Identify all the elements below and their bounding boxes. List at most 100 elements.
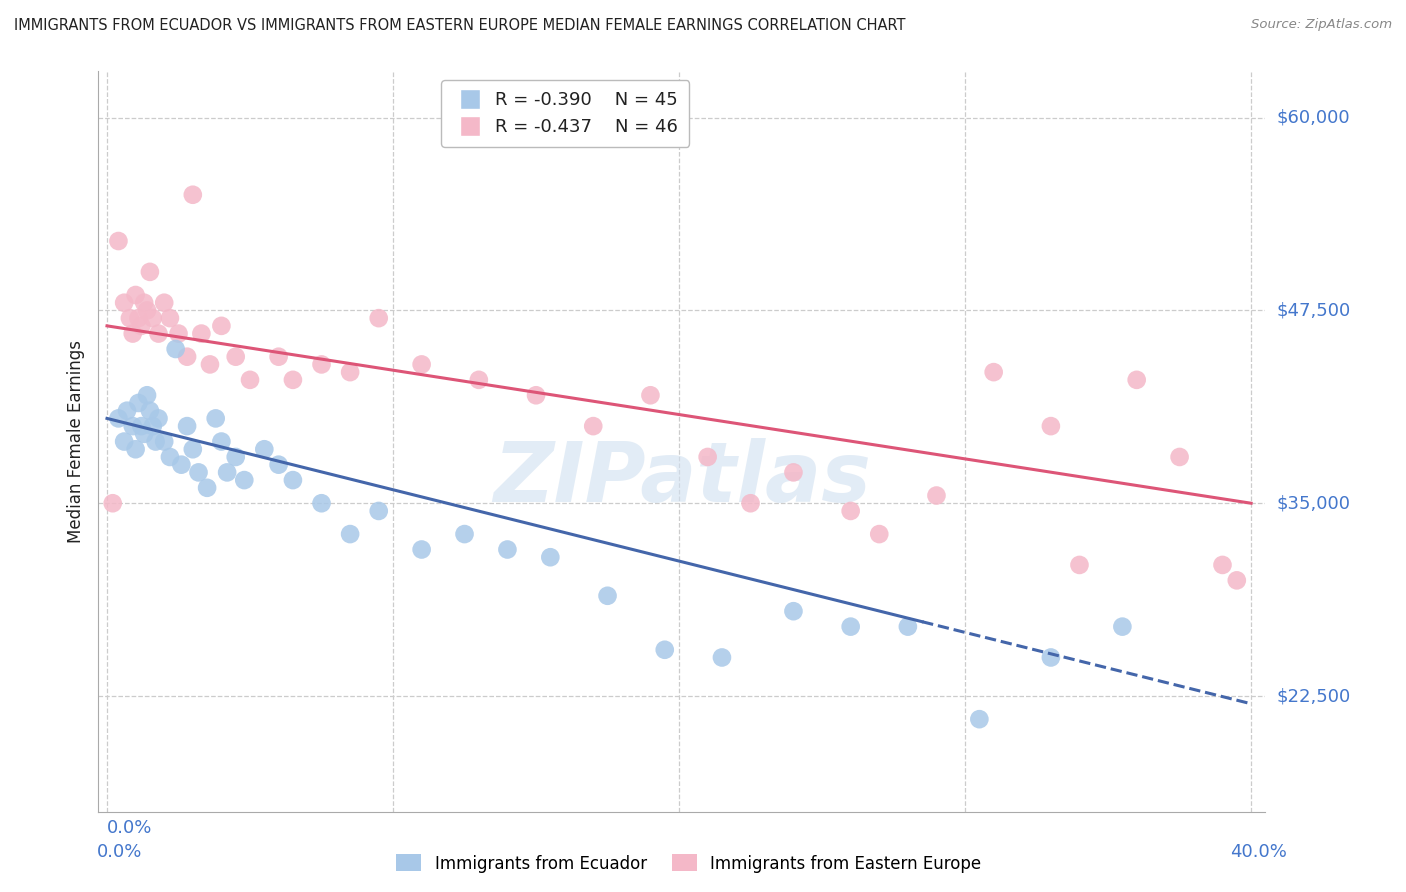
Text: $47,500: $47,500: [1277, 301, 1351, 319]
Point: [153, 295, 176, 310]
Point: [101, 496, 124, 510]
Text: $60,000: $60,000: [1277, 109, 1350, 127]
Point: [1039, 650, 1062, 665]
Point: [148, 411, 170, 425]
Point: [839, 504, 862, 518]
Point: [1226, 574, 1249, 588]
Point: [121, 419, 143, 434]
Point: [139, 265, 162, 279]
Point: [112, 295, 135, 310]
Point: [339, 527, 361, 541]
Point: [1111, 620, 1133, 634]
Point: [142, 419, 165, 434]
Point: [181, 442, 204, 457]
Point: [411, 358, 433, 372]
Point: [127, 396, 149, 410]
Point: [170, 458, 193, 472]
Point: [225, 450, 247, 464]
Point: [654, 642, 676, 657]
Point: [233, 473, 256, 487]
Point: [281, 373, 304, 387]
Point: [148, 326, 170, 341]
Point: [159, 311, 181, 326]
Point: [782, 466, 804, 480]
Text: 0.0%: 0.0%: [97, 843, 142, 861]
Point: [198, 358, 221, 372]
Point: [136, 388, 159, 402]
Point: [596, 589, 619, 603]
Point: [367, 504, 389, 518]
Point: [209, 318, 232, 333]
Point: [136, 303, 159, 318]
Point: [145, 434, 167, 449]
Point: [267, 350, 290, 364]
Text: 0.0%: 0.0%: [107, 820, 152, 838]
Point: [209, 434, 232, 449]
Point: [1168, 450, 1191, 464]
Point: [453, 527, 475, 541]
Point: [239, 373, 262, 387]
Point: [868, 527, 890, 541]
Point: [124, 442, 146, 457]
Point: [640, 388, 662, 402]
Point: [217, 466, 239, 480]
Point: [782, 604, 804, 618]
Point: [710, 650, 733, 665]
Point: [983, 365, 1005, 379]
Point: [153, 434, 176, 449]
Point: [1069, 558, 1091, 572]
Point: [524, 388, 547, 402]
Point: [121, 326, 143, 341]
Point: [253, 442, 276, 457]
Point: [696, 450, 718, 464]
Y-axis label: Median Female Earnings: Median Female Earnings: [66, 340, 84, 543]
Text: ZIPatlas: ZIPatlas: [494, 438, 870, 519]
Text: 40.0%: 40.0%: [1230, 843, 1286, 861]
Point: [1039, 419, 1062, 434]
Text: $35,000: $35,000: [1277, 494, 1351, 512]
Point: [839, 620, 862, 634]
Point: [582, 419, 605, 434]
Point: [190, 326, 212, 341]
Point: [925, 489, 948, 503]
Point: [107, 234, 129, 248]
Point: [195, 481, 218, 495]
Point: [281, 473, 304, 487]
Point: [176, 419, 198, 434]
Legend: R = -0.390    N = 45, R = -0.437    N = 46: R = -0.390 N = 45, R = -0.437 N = 46: [441, 80, 689, 147]
Point: [496, 542, 519, 557]
Point: [411, 542, 433, 557]
Point: [267, 458, 290, 472]
Text: $22,500: $22,500: [1277, 687, 1351, 705]
Point: [181, 187, 204, 202]
Point: [311, 358, 333, 372]
Point: [159, 450, 181, 464]
Point: [131, 318, 153, 333]
Point: [167, 326, 190, 341]
Point: [339, 365, 361, 379]
Point: [139, 403, 162, 417]
Point: [134, 295, 156, 310]
Point: [115, 403, 138, 417]
Point: [142, 311, 165, 326]
Point: [134, 426, 156, 441]
Point: [112, 434, 135, 449]
Point: [538, 550, 561, 565]
Point: [204, 411, 226, 425]
Legend: Immigrants from Ecuador, Immigrants from Eastern Europe: Immigrants from Ecuador, Immigrants from…: [389, 847, 988, 880]
Point: [176, 350, 198, 364]
Point: [1211, 558, 1233, 572]
Point: [468, 373, 491, 387]
Point: [118, 311, 141, 326]
Point: [107, 411, 129, 425]
Point: [165, 342, 187, 356]
Point: [127, 311, 149, 326]
Text: IMMIGRANTS FROM ECUADOR VS IMMIGRANTS FROM EASTERN EUROPE MEDIAN FEMALE EARNINGS: IMMIGRANTS FROM ECUADOR VS IMMIGRANTS FR…: [14, 18, 905, 33]
Point: [187, 466, 209, 480]
Point: [969, 712, 991, 726]
Text: Source: ZipAtlas.com: Source: ZipAtlas.com: [1251, 18, 1392, 31]
Point: [131, 419, 153, 434]
Point: [1125, 373, 1147, 387]
Point: [225, 350, 247, 364]
Point: [367, 311, 389, 326]
